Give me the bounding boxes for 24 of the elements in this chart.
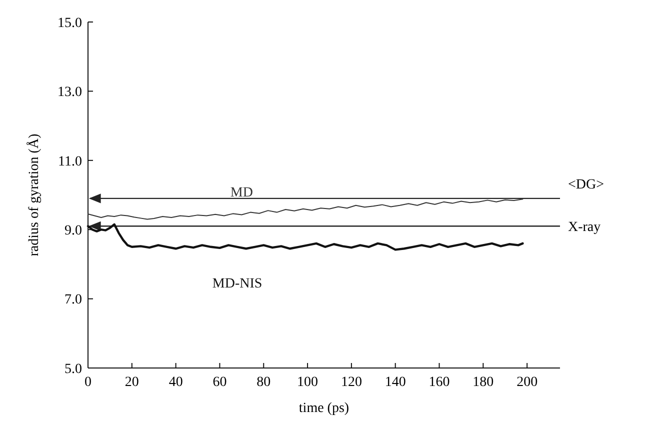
x-tick-label: 200 [516,375,538,390]
ref-line-label: X-ray [568,220,601,236]
x-tick-label: 0 [84,375,92,390]
x-tick-label: 100 [297,375,318,390]
y-tick-label: 11.0 [58,154,82,170]
text: MD-NIS [212,276,262,292]
y-tick-label: 13.0 [58,85,82,100]
line-series [88,198,524,220]
x-tick-label: 80 [256,375,271,390]
x-tick-label: 120 [340,375,362,390]
y-axis-title: radius of gyration (Å) [26,133,42,256]
y-tick-label: 5.0 [64,362,82,377]
y-tick-label: 15.0 [58,16,82,31]
y-tick-label: 9.0 [64,224,82,238]
x-tick-label: 40 [168,375,183,390]
ref-line-label: <DG> [568,177,604,192]
x-tick-label: 180 [472,375,494,390]
x-axis-title: time (ps) [298,401,350,416]
x-tick-label: 60 [212,375,227,390]
x-tick-label: 20 [124,375,139,390]
y-tick-label: 7.0 [64,292,82,308]
x-tick-label: 160 [428,375,450,390]
series-label: MD [230,186,253,201]
x-tick-label: 140 [384,375,406,390]
